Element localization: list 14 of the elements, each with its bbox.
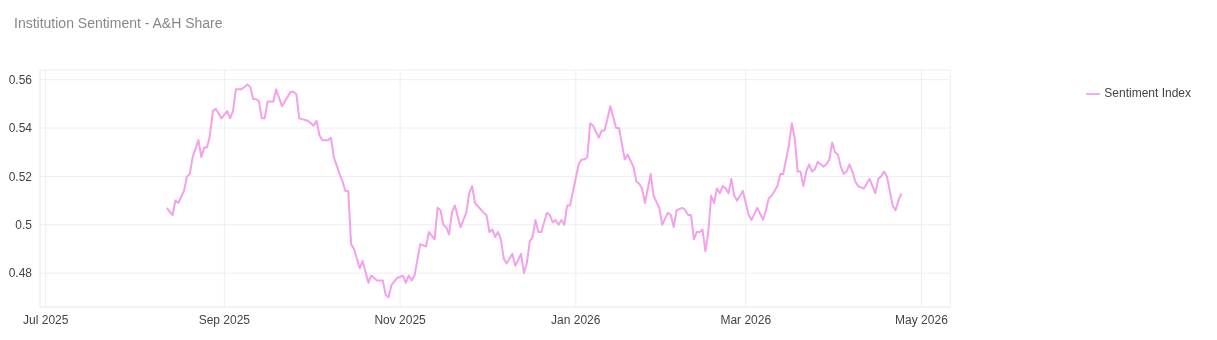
y-tick-label: 0.56 (8, 72, 33, 87)
x-tick-label: Jan 2026 (551, 312, 601, 327)
y-tick-label: 0.52 (8, 169, 33, 184)
y-tick-label: 0.54 (8, 121, 33, 136)
y-tick-label: 0.48 (8, 266, 33, 281)
x-tick-label: Nov 2025 (374, 312, 427, 327)
x-tick-label: Mar 2026 (720, 312, 772, 327)
x-tick-label: May 2026 (895, 312, 949, 327)
x-tick-label: Jul 2025 (23, 312, 69, 327)
legend-label: Sentiment Index (1104, 86, 1191, 100)
x-tick-label: Sep 2025 (198, 312, 251, 327)
y-tick-label: 0.5 (15, 218, 33, 233)
chart-title: Institution Sentiment - A&H Share (14, 15, 223, 31)
line-series (165, 83, 903, 299)
